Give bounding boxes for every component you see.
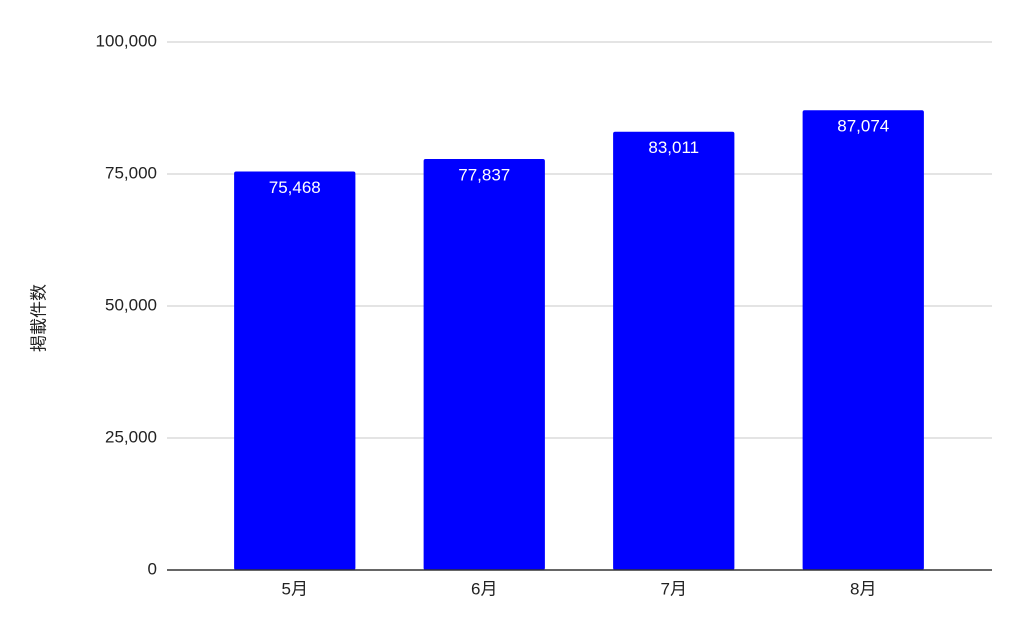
bar (802, 110, 924, 571)
y-tick-label: 25,000 (105, 427, 157, 446)
data-label: 77,837 (458, 166, 510, 185)
y-tick-label: 75,000 (105, 163, 157, 182)
x-tick-label: 8月 (850, 579, 876, 598)
x-tick-label: 7月 (661, 579, 687, 598)
y-axis-label: 掲載件数 (29, 284, 48, 352)
data-label: 87,074 (837, 117, 889, 136)
data-label: 83,011 (648, 138, 699, 157)
x-tick-label: 6月 (471, 579, 497, 598)
data-label: 75,468 (269, 178, 321, 197)
y-tick-label: 0 (148, 559, 157, 578)
bar (613, 131, 735, 571)
x-tick-label: 5月 (282, 579, 308, 598)
y-tick-label: 50,000 (105, 295, 157, 314)
bar (234, 171, 356, 570)
bar (423, 159, 545, 571)
y-tick-label: 100,000 (96, 31, 157, 50)
